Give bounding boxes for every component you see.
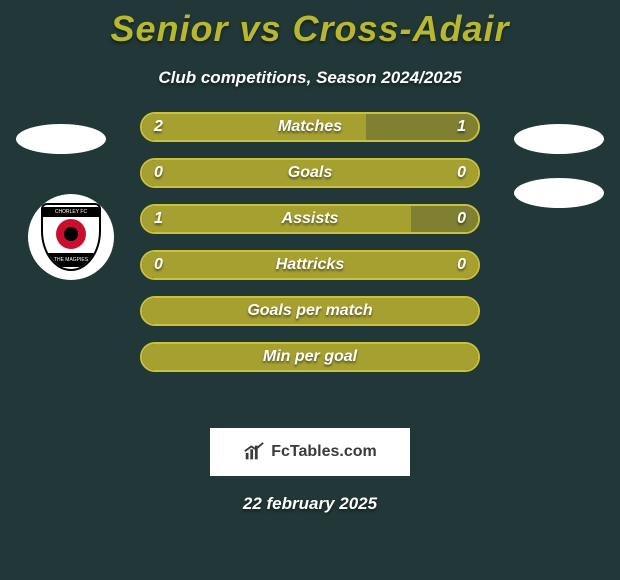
player-avatar-right-placeholder-2 (514, 178, 604, 208)
footer-date: 22 february 2025 (0, 494, 620, 514)
stat-bar-right (366, 114, 478, 140)
club-crest-left: CHORLEY FC THE MAGPIES (28, 194, 114, 280)
crest-rose-icon (56, 219, 86, 249)
player-avatar-right-placeholder-1 (514, 124, 604, 154)
stat-bar-left (142, 160, 478, 186)
stat-bar-left (142, 298, 478, 324)
stat-bar-left (142, 114, 366, 140)
stat-row: Matches21 (140, 112, 480, 142)
stat-bar-left (142, 206, 411, 232)
crest-top-text: CHORLEY FC (43, 207, 99, 217)
stat-row: Min per goal (140, 342, 480, 372)
watermark-text: FcTables.com (271, 443, 377, 461)
stat-bar-right (411, 206, 478, 232)
stat-bar-left (142, 344, 478, 370)
stat-row: Assists10 (140, 204, 480, 234)
stat-row: Hattricks00 (140, 250, 480, 280)
comparison-area: CHORLEY FC THE MAGPIES Matches21Goals00A… (0, 126, 620, 406)
stat-rows: Matches21 Goals00 Assists10 Hattricks00 Goal… (140, 112, 480, 372)
stat-bar-left (142, 252, 478, 278)
player-avatar-left-placeholder (16, 124, 106, 154)
crest-bottom-text: THE MAGPIES (43, 253, 99, 267)
watermark: FcTables.com (210, 428, 410, 476)
stat-row: Goals00 (140, 158, 480, 188)
page-title: Senior vs Cross-Adair (0, 0, 620, 50)
stat-row: Goals per match (140, 296, 480, 326)
subtitle: Club competitions, Season 2024/2025 (0, 68, 620, 88)
chart-icon (243, 441, 265, 463)
